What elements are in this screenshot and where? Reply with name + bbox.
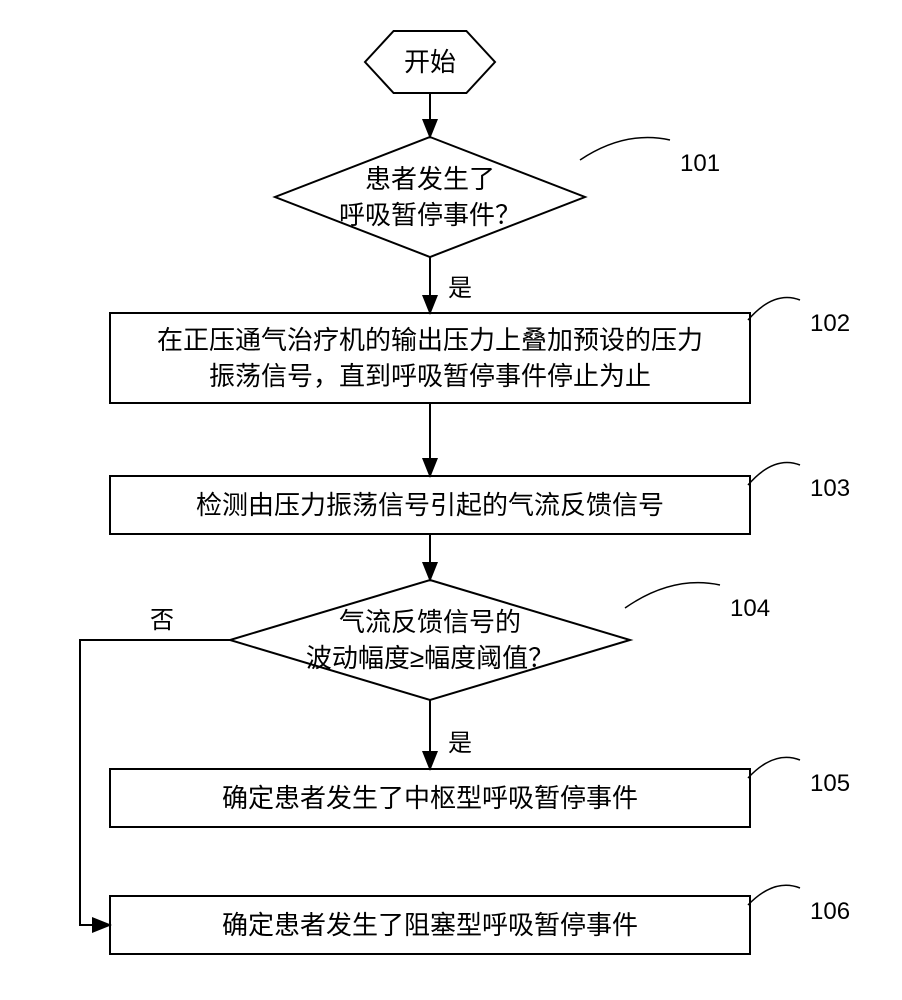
p105-step-label: 105 — [810, 770, 850, 798]
p106-leader — [748, 885, 800, 905]
edge-1-label: 是 — [448, 268, 472, 303]
p106-step-label: 106 — [810, 898, 850, 926]
d101: 患者发生了 呼吸暂停事件？ — [309, 137, 551, 257]
p102-leader — [748, 298, 800, 321]
start: 开始 — [365, 31, 495, 93]
p102: 在正压通气治疗机的输出压力上叠加预设的压力 振荡信号，直到呼吸暂停事件停止为止 — [115, 313, 745, 403]
d101-step-label: 101 — [680, 150, 720, 178]
d104-leader — [625, 583, 720, 608]
edge-5-label: 否 — [150, 600, 174, 635]
p103-step-label: 103 — [810, 475, 850, 503]
p103-leader — [748, 463, 800, 486]
p102-step-label: 102 — [810, 310, 850, 338]
d101-leader — [580, 138, 670, 161]
d104-step-label: 104 — [730, 595, 770, 623]
d104: 气流反馈信号的 波动幅度≥幅度阈值？ — [274, 580, 586, 700]
p105: 确定患者发生了中枢型呼吸暂停事件 — [115, 769, 745, 827]
edge-4-label: 是 — [448, 723, 472, 758]
p106: 确定患者发生了阻塞型呼吸暂停事件 — [115, 896, 745, 954]
p103: 检测由压力振荡信号引起的气流反馈信号 — [115, 476, 745, 534]
p105-leader — [748, 757, 800, 778]
